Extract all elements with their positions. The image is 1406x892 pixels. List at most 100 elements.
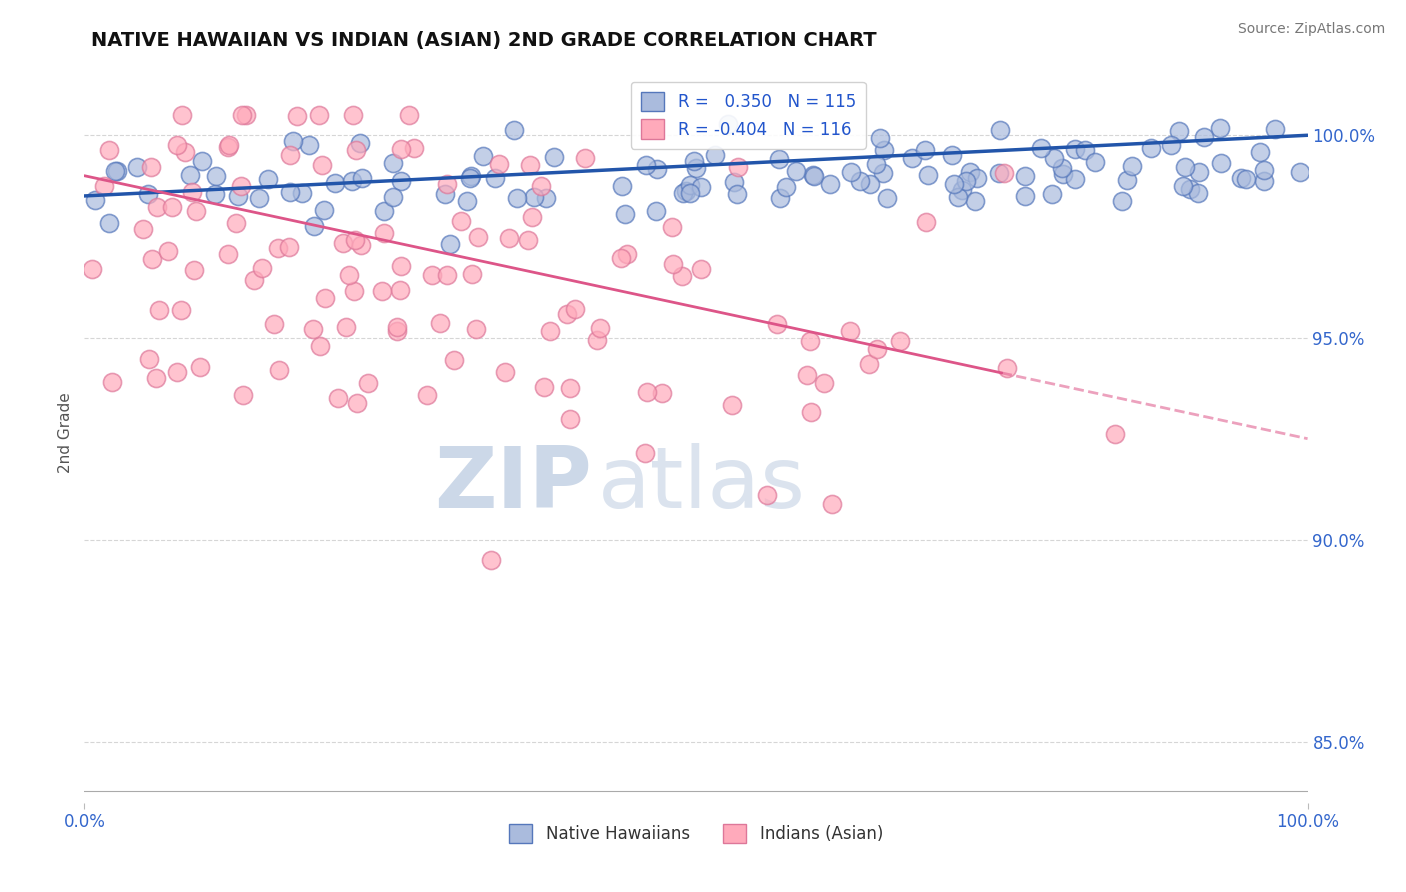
- Point: [311, 158, 333, 172]
- Point: [616, 247, 638, 261]
- Point: [610, 178, 633, 193]
- Point: [756, 487, 779, 501]
- Point: [344, 143, 367, 157]
- Point: [190, 360, 212, 375]
- Point: [990, 123, 1012, 137]
- Point: [943, 177, 966, 191]
- Point: [1171, 179, 1194, 194]
- Point: [1249, 145, 1271, 159]
- Point: [350, 237, 373, 252]
- Point: [443, 352, 465, 367]
- Point: [278, 185, 301, 199]
- Point: [1253, 162, 1275, 177]
- Point: [1234, 171, 1257, 186]
- Point: [796, 368, 818, 382]
- Point: [1168, 124, 1191, 138]
- Point: [415, 388, 437, 402]
- Point: [370, 284, 392, 298]
- Point: [645, 162, 668, 177]
- Point: [803, 169, 825, 183]
- Point: [574, 151, 596, 165]
- Point: [456, 194, 478, 209]
- Point: [344, 233, 367, 247]
- Point: [679, 178, 702, 193]
- Point: [1229, 171, 1251, 186]
- Point: [389, 259, 412, 273]
- Point: [564, 301, 586, 316]
- Point: [534, 191, 557, 205]
- Point: [179, 168, 201, 182]
- Point: [661, 257, 683, 271]
- Point: [585, 333, 607, 347]
- Point: [1104, 427, 1126, 442]
- Point: [768, 153, 790, 167]
- Legend: Native Hawaiians, Indians (Asian): Native Hawaiians, Indians (Asian): [502, 817, 890, 850]
- Point: [136, 186, 159, 201]
- Point: [385, 320, 408, 334]
- Point: [661, 220, 683, 235]
- Point: [1074, 143, 1097, 157]
- Point: [914, 215, 936, 229]
- Point: [170, 302, 193, 317]
- Point: [1121, 159, 1143, 173]
- Point: [204, 186, 226, 201]
- Point: [278, 240, 301, 254]
- Point: [101, 375, 124, 389]
- Point: [965, 194, 987, 208]
- Point: [103, 164, 125, 178]
- Point: [1253, 174, 1275, 188]
- Point: [337, 268, 360, 282]
- Point: [821, 497, 844, 511]
- Point: [298, 138, 321, 153]
- Point: [901, 151, 924, 165]
- Point: [479, 553, 502, 567]
- Point: [312, 202, 335, 217]
- Point: [235, 108, 257, 122]
- Point: [170, 108, 193, 122]
- Point: [941, 147, 963, 161]
- Point: [1140, 141, 1163, 155]
- Point: [589, 320, 612, 334]
- Point: [645, 203, 668, 218]
- Point: [614, 206, 637, 220]
- Point: [704, 148, 727, 162]
- Point: [1043, 151, 1066, 165]
- Point: [243, 273, 266, 287]
- Point: [484, 170, 506, 185]
- Point: [349, 136, 371, 151]
- Point: [309, 338, 332, 352]
- Point: [131, 222, 153, 236]
- Point: [433, 186, 456, 201]
- Point: [839, 324, 862, 338]
- Point: [950, 183, 973, 197]
- Point: [436, 268, 458, 282]
- Point: [247, 191, 270, 205]
- Point: [775, 179, 797, 194]
- Text: ZIP: ZIP: [434, 443, 592, 526]
- Point: [225, 216, 247, 230]
- Point: [519, 158, 541, 172]
- Point: [1111, 194, 1133, 208]
- Point: [343, 284, 366, 298]
- Point: [301, 322, 323, 336]
- Point: [717, 117, 740, 131]
- Point: [1211, 156, 1233, 170]
- Point: [988, 166, 1011, 180]
- Point: [1052, 161, 1074, 175]
- Point: [385, 324, 408, 338]
- Point: [1264, 122, 1286, 136]
- Point: [98, 143, 121, 157]
- Point: [533, 380, 555, 394]
- Point: [356, 376, 378, 391]
- Point: [672, 186, 695, 200]
- Point: [382, 156, 405, 170]
- Point: [869, 130, 891, 145]
- Point: [141, 252, 163, 266]
- Point: [335, 320, 357, 334]
- Point: [226, 189, 249, 203]
- Point: [180, 185, 202, 199]
- Point: [506, 191, 529, 205]
- Point: [436, 178, 458, 192]
- Point: [723, 175, 745, 189]
- Point: [966, 171, 988, 186]
